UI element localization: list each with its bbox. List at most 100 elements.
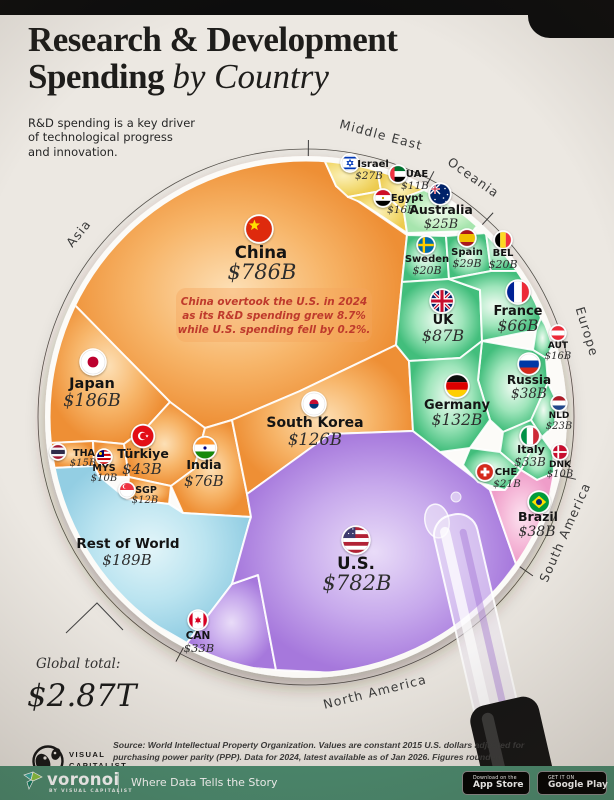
country-value: $27B (355, 170, 383, 182)
country-value: $38B (511, 386, 547, 402)
country-value: $126B (288, 430, 342, 449)
country-name: DNK (549, 460, 572, 470)
country-cell-de (408, 340, 491, 453)
country-name: Spain (451, 247, 483, 258)
flag-icon-in (192, 435, 218, 461)
country-label-my: MYS$10B (91, 448, 117, 484)
country-labels: China$786B Japan$186B South Korea$126B Indi… (49, 153, 573, 655)
flag-icon-nl (550, 394, 568, 412)
china-annotation: China overtook the U.S. in 2024 as its R… (176, 288, 372, 342)
country-label-au: Australia$25B (409, 182, 473, 232)
country-name: South Korea (266, 415, 363, 431)
region-arc (37, 148, 575, 686)
flag-icon-se (416, 235, 436, 255)
voronoi-byline: BY VISUAL CAPITALIST (49, 789, 133, 794)
subtitle-line: and innovation. (28, 144, 118, 159)
country-name: BEL (493, 248, 514, 259)
footer-bar: voronoi BY VISUAL CAPITALIST Where Data … (0, 766, 614, 800)
google-play-badge[interactable]: GET IT ON Google Play (537, 771, 608, 795)
country-label-ae: UAE$11B (388, 164, 429, 192)
country-value: $10B (547, 469, 573, 480)
flag-icon-it (519, 425, 541, 447)
country-label-th: THA$15B (49, 443, 96, 469)
country-value: $38B (518, 524, 555, 540)
country-label-kr: South Korea$126B (266, 391, 364, 449)
country-name: China (235, 243, 287, 262)
country-value: $29B (452, 257, 481, 270)
region-boundary-tick (517, 565, 534, 577)
subtitle-line: R&D spending is a key driver (28, 116, 196, 130)
country-value: $15B (70, 458, 96, 469)
country-value: $20B (412, 264, 441, 277)
region-arc-ticks (175, 140, 577, 662)
country-name: Italy (517, 443, 545, 456)
flag-icon-sg (118, 481, 136, 499)
source-line2: purchasing power parity (PPP). Data for … (112, 752, 503, 762)
flag-icon-ch (475, 462, 495, 482)
flag-icon-jp (79, 348, 107, 376)
global-total-label: Global total: (36, 656, 120, 672)
global-total-value: $2.87T (27, 678, 139, 714)
flag-icon-fr (505, 279, 531, 305)
region-label-middle-east: Middle East (338, 116, 424, 153)
app-store-badge-bottom-text: App Store (473, 779, 524, 790)
country-value: $16B (387, 204, 415, 216)
country-value: $16B (545, 351, 571, 362)
country-name: THA (73, 448, 95, 459)
country-label-at: AUT$16B (545, 324, 571, 362)
region-label-europe: Europe (573, 305, 602, 358)
country-value: $43B (122, 460, 162, 478)
voronoi-logo-icon (23, 771, 43, 790)
flag-icon-tr (130, 423, 156, 449)
brand-name-line1: VISUAL (69, 750, 105, 759)
country-label-ca: CAN$33B (184, 609, 214, 655)
global-total: Global total: $2.87T (27, 602, 139, 714)
flag-icon-ru (517, 352, 541, 376)
flag-icon-au (428, 182, 452, 206)
country-label-it: Italy$33B (514, 425, 546, 469)
title-line2-italic: by Country (172, 56, 329, 96)
country-name: UAE (406, 169, 429, 180)
region-boundary-tick (558, 474, 577, 480)
voronoi-wordmark: voronoi (47, 770, 120, 789)
region-label-north-america: North America (322, 672, 429, 712)
country-label-row: Rest of World$189B (76, 536, 179, 569)
global-total-leader-line (65, 602, 124, 634)
country-label-dk: DNK$10B (547, 443, 573, 480)
country-label-eg: Egypt$16B (373, 188, 423, 216)
flag-icon-es (457, 228, 477, 248)
country-value: $87B (422, 326, 465, 345)
country-label-es: Spain$29B (451, 228, 483, 270)
country-value: $189B (102, 551, 151, 569)
footer-tagline: Where Data Tells the Story (131, 776, 278, 789)
country-value: $23B (546, 421, 572, 432)
source-line1: Source: World Intellectual Property Orga… (113, 740, 525, 750)
flag-icon-cn (244, 214, 274, 244)
region-boundary-tick (480, 212, 494, 227)
flag-icon-dk (551, 443, 569, 461)
flag-icon-br (527, 490, 551, 514)
country-name: France (493, 304, 542, 319)
country-value: $25B (424, 217, 458, 232)
country-label-de: Germany$132B (424, 373, 490, 429)
app-store-badge[interactable]: Download on the App Store (462, 771, 530, 795)
country-label-us: U.S.$782B (323, 525, 392, 595)
region-label-asia: Asia (63, 216, 94, 250)
country-value: $782B (323, 571, 392, 595)
country-name: Türkiye (117, 446, 169, 461)
country-name: Germany (424, 398, 490, 413)
flag-icon-eg (373, 188, 393, 208)
country-label-ru: Russia$38B (507, 352, 551, 402)
footer-divider (118, 772, 119, 794)
annotation-line: as its R&D spending grew 8.7% (182, 310, 366, 322)
country-name: Brazil (518, 509, 558, 524)
flag-icon-th (49, 443, 67, 461)
country-label-be: BEL$20B (488, 230, 518, 271)
brand-name-line2: CAPITALIST (69, 761, 127, 770)
annotation-line: while U.S. spending fell by 0.2%. (178, 324, 371, 336)
top-corner-tab (528, 0, 614, 38)
title-line2-bold: Spending (28, 56, 165, 96)
country-name: Israel (357, 159, 389, 170)
